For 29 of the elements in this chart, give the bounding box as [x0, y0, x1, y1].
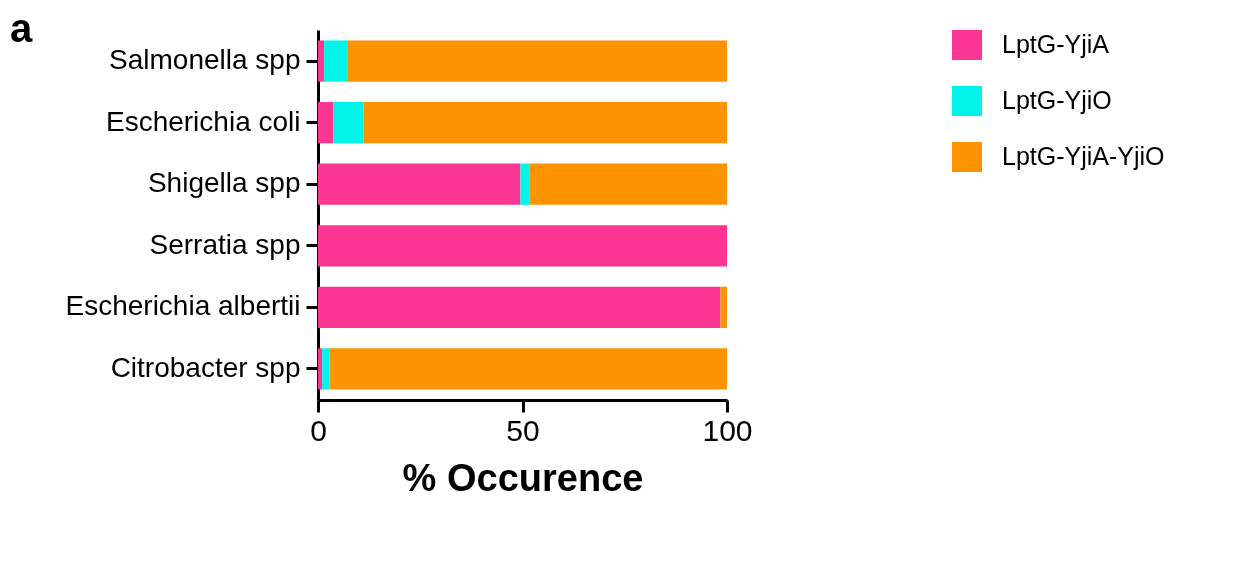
legend-label: LptG-YjiA: [1002, 30, 1110, 58]
bar: [318, 225, 727, 267]
x-tick-label: 50: [506, 413, 540, 447]
bar: [324, 40, 348, 82]
bar: [318, 163, 521, 205]
bar: [529, 163, 727, 205]
legend-label: LptG-YjiO: [1002, 86, 1112, 114]
y-tick-label: Serratia spp: [149, 228, 301, 260]
text: a: [10, 6, 34, 50]
y-tick-label: Citrobacter spp: [110, 351, 301, 383]
bar: [322, 348, 330, 390]
bar: [329, 348, 727, 390]
bar: [318, 40, 325, 82]
bar: [318, 286, 721, 328]
legend-label: LptG-YjiA-YjiO: [1002, 142, 1165, 170]
y-tick-label: Escherichia albertii: [65, 290, 301, 322]
bar: [347, 40, 727, 82]
x-axis-title: % Occurence: [402, 456, 644, 499]
x-tick-label: 100: [702, 413, 753, 447]
bar: [720, 286, 727, 328]
y-tick-label: Escherichia coli: [105, 105, 301, 137]
bar: [318, 102, 334, 144]
x-tick-label: 0: [310, 413, 327, 447]
bar: [333, 102, 364, 144]
y-tick-label: Shigella spp: [147, 167, 301, 199]
bar: [363, 102, 727, 144]
y-tick-label: Salmonella spp: [109, 44, 301, 76]
bar: [520, 163, 530, 205]
bar: [318, 348, 323, 390]
